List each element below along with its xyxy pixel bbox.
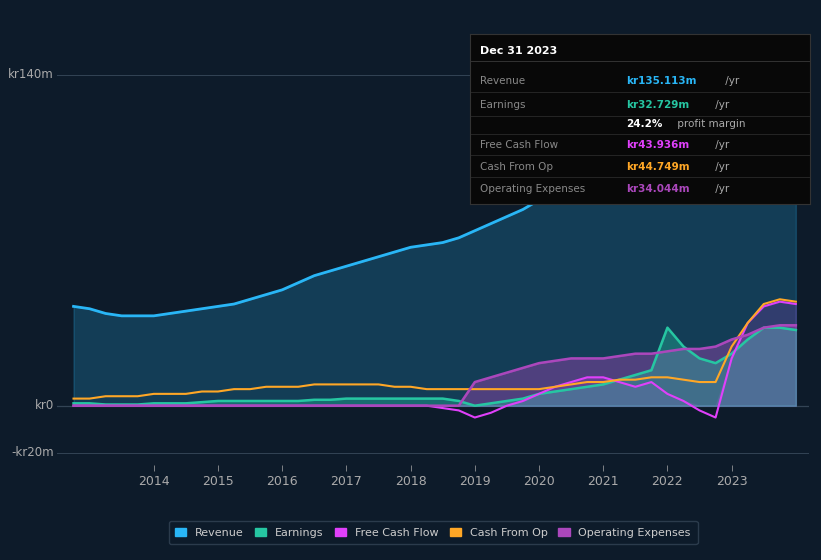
Text: /yr: /yr xyxy=(712,162,729,172)
Text: kr44.749m: kr44.749m xyxy=(626,162,690,172)
Text: /yr: /yr xyxy=(712,139,729,150)
Text: kr140m: kr140m xyxy=(8,68,53,81)
Text: 24.2%: 24.2% xyxy=(626,119,663,129)
Text: kr43.936m: kr43.936m xyxy=(626,139,690,150)
Text: /yr: /yr xyxy=(722,76,739,86)
Text: Revenue: Revenue xyxy=(479,76,525,86)
Text: Free Cash Flow: Free Cash Flow xyxy=(479,139,558,150)
Text: kr32.729m: kr32.729m xyxy=(626,100,690,110)
Text: Earnings: Earnings xyxy=(479,100,525,110)
Text: kr34.044m: kr34.044m xyxy=(626,184,690,194)
Text: /yr: /yr xyxy=(712,100,729,110)
Text: profit margin: profit margin xyxy=(674,119,745,129)
Text: Cash From Op: Cash From Op xyxy=(479,162,553,172)
Text: /yr: /yr xyxy=(712,184,729,194)
Text: Operating Expenses: Operating Expenses xyxy=(479,184,585,194)
Text: -kr20m: -kr20m xyxy=(11,446,53,459)
Legend: Revenue, Earnings, Free Cash Flow, Cash From Op, Operating Expenses: Revenue, Earnings, Free Cash Flow, Cash … xyxy=(168,521,698,544)
Text: kr0: kr0 xyxy=(34,399,53,412)
Text: kr135.113m: kr135.113m xyxy=(626,76,697,86)
Text: Dec 31 2023: Dec 31 2023 xyxy=(479,45,557,55)
